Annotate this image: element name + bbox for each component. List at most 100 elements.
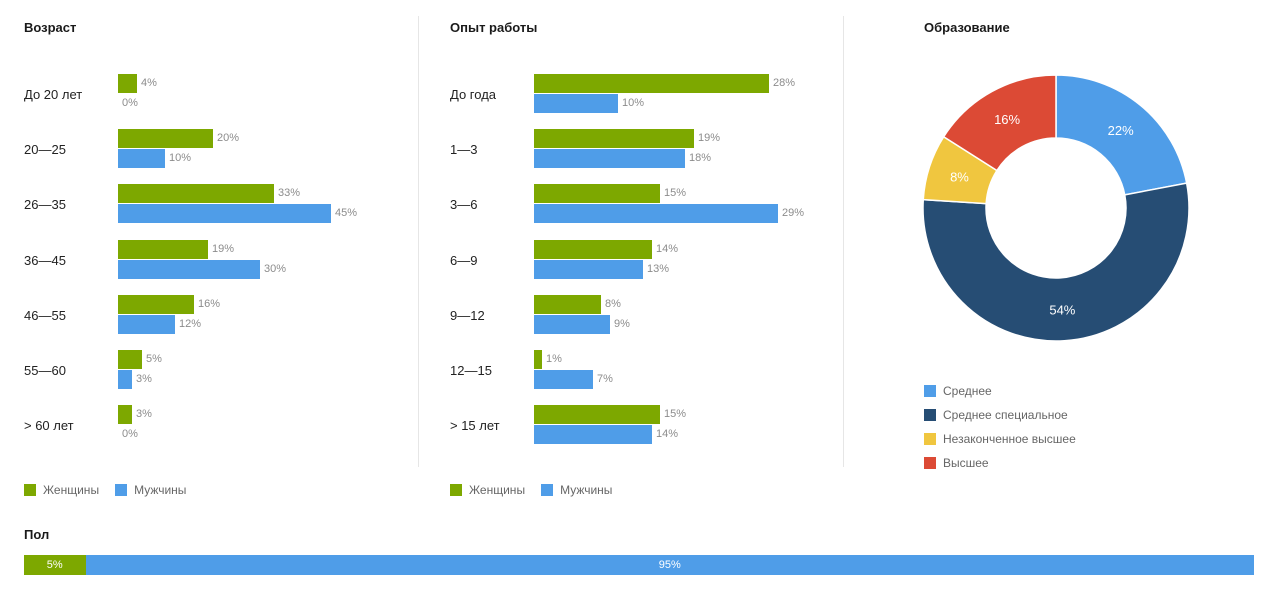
- legend-label-secondary: Среднее: [943, 384, 992, 398]
- bar-value-label: 0%: [122, 97, 138, 109]
- legend-label-higher: Высшее: [943, 456, 989, 470]
- donut-slice[interactable]: [1055, 74, 1188, 196]
- bar-value-label: 30%: [264, 262, 287, 275]
- legend-item-men[interactable]: Мужчины: [541, 483, 612, 497]
- bar-value-label: 13%: [647, 262, 670, 275]
- legend-item-higher[interactable]: Высшее: [924, 451, 1076, 475]
- bar-value-label: 33%: [278, 187, 301, 200]
- legend-item-women[interactable]: Женщины: [450, 483, 525, 497]
- men-bar[interactable]: [534, 370, 593, 389]
- men-bar[interactable]: [118, 149, 165, 169]
- category-label: 20—25: [24, 142, 66, 158]
- category-label: > 60 лет: [24, 418, 74, 434]
- bar-value-label: 1%: [546, 353, 562, 365]
- education-legend: Среднее Среднее специальное Незаконченно…: [924, 379, 1076, 475]
- donut-slice-label: 8%: [950, 170, 969, 185]
- men-bar[interactable]: [118, 204, 331, 224]
- women-swatch: [450, 484, 462, 496]
- men-swatch: [115, 484, 128, 496]
- women-bar[interactable]: [534, 74, 769, 93]
- donut-slice-label: 16%: [994, 112, 1020, 127]
- women-bar[interactable]: [118, 294, 194, 314]
- bar-value-label: 19%: [212, 242, 235, 255]
- category-label: 9—12: [450, 307, 485, 323]
- bar-value-label: 0%: [122, 428, 138, 441]
- women-bar[interactable]: [534, 239, 652, 259]
- bar-value-label: 4%: [141, 77, 157, 89]
- category-label: 55—60: [24, 363, 66, 378]
- panel-divider: [418, 16, 419, 467]
- donut-slice-label: 22%: [1108, 123, 1134, 138]
- men-bar[interactable]: [534, 259, 643, 279]
- gender-segment-women[interactable]: 5%: [24, 555, 86, 575]
- legend-item-vocational[interactable]: Среднее специальное: [924, 403, 1076, 427]
- category-label: До года: [450, 87, 497, 102]
- bar-value-label: 29%: [782, 207, 805, 220]
- women-bar[interactable]: [118, 129, 213, 149]
- bar-value-label: 15%: [664, 408, 687, 421]
- women-bar[interactable]: [534, 350, 542, 369]
- bar-value-label: 19%: [698, 132, 721, 145]
- bar-value-label: 5%: [146, 353, 162, 365]
- women-bar[interactable]: [534, 129, 694, 149]
- women-swatch: [24, 484, 36, 496]
- experience-chart-title: Опыт работы: [450, 20, 538, 35]
- bar-value-label: 18%: [689, 152, 712, 165]
- men-bar[interactable]: [534, 149, 685, 169]
- bar-value-label: 14%: [656, 242, 679, 255]
- gender-segment-men[interactable]: 95%: [85, 555, 1254, 575]
- women-bar[interactable]: [118, 74, 137, 93]
- bar-value-label: 8%: [605, 297, 621, 310]
- category-label: 46—55: [24, 307, 66, 323]
- bar-value-label: 20%: [217, 132, 240, 145]
- men-bar[interactable]: [534, 204, 778, 224]
- women-bar[interactable]: [118, 239, 208, 259]
- women-bar[interactable]: [534, 294, 601, 314]
- women-bar[interactable]: [118, 350, 142, 369]
- bar-value-label: 14%: [656, 428, 679, 441]
- bar-value-label: 9%: [614, 317, 630, 330]
- age-chart-title: Возраст: [24, 20, 77, 35]
- legend-label-men: Мужчины: [134, 483, 187, 497]
- legend-label-men: Мужчины: [560, 483, 613, 497]
- men-bar[interactable]: [534, 425, 652, 445]
- bar-value-label: 28%: [773, 77, 796, 89]
- gender-chart-title: Пол: [24, 527, 50, 542]
- women-bar[interactable]: [118, 184, 274, 204]
- legend-item-secondary[interactable]: Среднее: [924, 379, 1076, 403]
- men-bar[interactable]: [118, 370, 132, 389]
- category-label: 1—3: [450, 142, 478, 158]
- men-swatch: [541, 484, 554, 496]
- donut-slice[interactable]: [922, 182, 1190, 342]
- category-label: 26—35: [24, 197, 66, 213]
- experience-chart-legend: Женщины Мужчины: [450, 483, 628, 497]
- bar-value-label: 10%: [622, 97, 645, 109]
- bar-value-label: 45%: [335, 207, 358, 220]
- panel-divider: [843, 16, 844, 467]
- bar-value-label: 12%: [179, 317, 202, 330]
- legend-item-incomplete-higher[interactable]: Незаконченное высшее: [924, 427, 1076, 451]
- men-bar[interactable]: [118, 259, 260, 279]
- men-bar[interactable]: [118, 314, 175, 334]
- education-chart-title: Образование: [924, 20, 1010, 35]
- bar-value-label: 7%: [597, 373, 613, 385]
- legend-label-incomplete-higher: Незаконченное высшее: [943, 432, 1076, 446]
- bar-value-label: 10%: [169, 152, 192, 165]
- women-bar[interactable]: [534, 184, 660, 204]
- vocational-swatch: [924, 409, 936, 421]
- men-bar[interactable]: [534, 94, 618, 113]
- women-bar[interactable]: [534, 405, 660, 425]
- legend-item-women[interactable]: Женщины: [24, 483, 99, 497]
- men-bar[interactable]: [534, 314, 610, 334]
- category-label: 6—9: [450, 252, 478, 268]
- women-bar[interactable]: [118, 405, 132, 425]
- education-donut-chart: 22% 54% 8% 16%: [922, 74, 1190, 342]
- category-label: 12—15: [450, 363, 492, 378]
- donut-slice[interactable]: [942, 74, 1057, 172]
- higher-swatch: [924, 457, 936, 469]
- legend-item-men[interactable]: Мужчины: [115, 483, 186, 497]
- secondary-swatch: [924, 385, 936, 397]
- age-chart-legend: Женщины Мужчины: [24, 483, 202, 497]
- legend-label-women: Женщины: [43, 483, 100, 497]
- donut-slice-label: 54%: [1049, 302, 1075, 317]
